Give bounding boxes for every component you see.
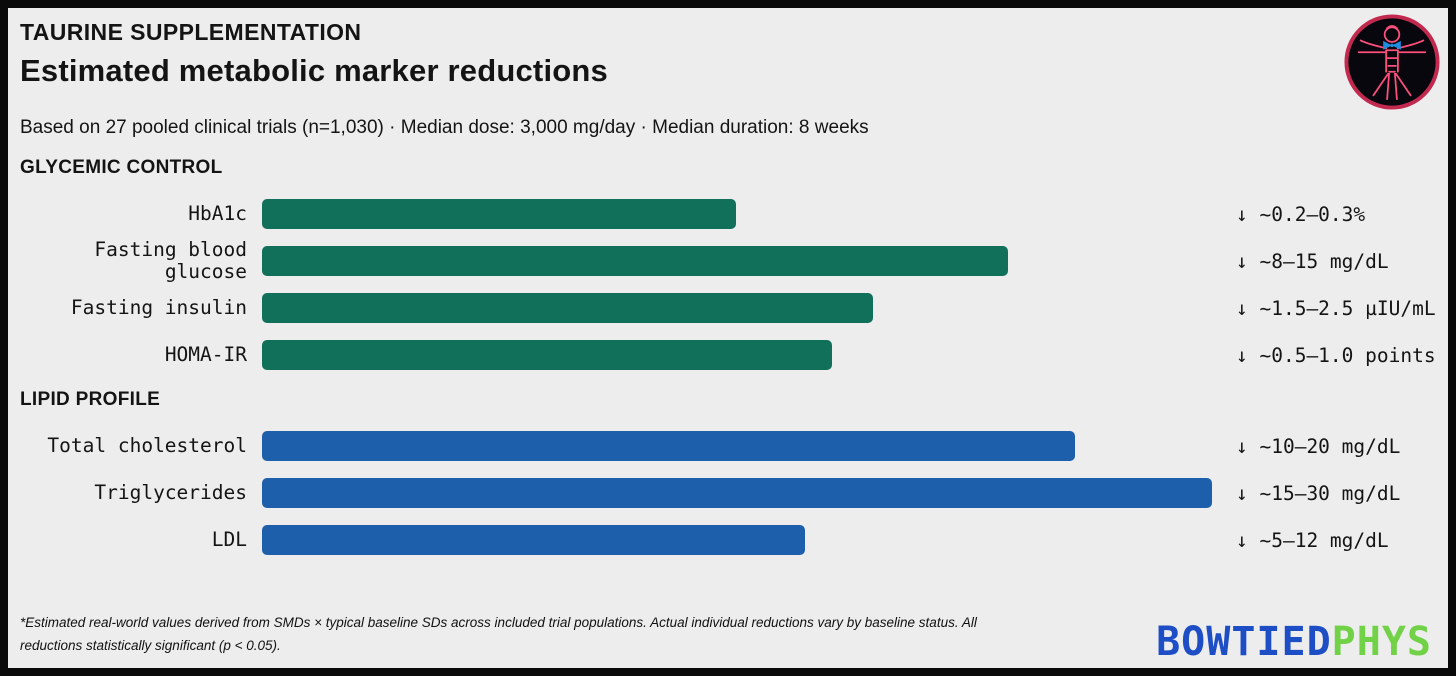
section-title: LIPID PROFILE [20, 389, 161, 410]
bar-track [262, 199, 1212, 229]
bar [262, 199, 736, 229]
bar-track [262, 246, 1212, 276]
row-value: ↓ ~0.2–0.3% [1236, 202, 1366, 226]
bar [262, 293, 873, 323]
row-value: ↓ ~0.5–1.0 points [1236, 343, 1436, 367]
row-label: LDL [211, 528, 247, 551]
section-title: GLYCEMIC CONTROL [20, 157, 223, 178]
chart-row: Total cholesterol ↓ ~10–20 mg/dL [8, 431, 1448, 461]
wordmark-secondary: PHYS [1331, 619, 1432, 665]
chart-row: LDL ↓ ~5–12 mg/dL [8, 525, 1448, 555]
bar-track [262, 340, 1212, 370]
bar-track [262, 431, 1212, 461]
wordmark-primary: BOWTIED [1156, 619, 1332, 665]
page-title: Estimated metabolic marker reductions [20, 53, 608, 88]
bar-track [262, 293, 1212, 323]
chart-row: Fasting insulin ↓ ~1.5–2.5 µIU/mL [8, 293, 1448, 323]
brand-wordmark: BOWTIEDPHYS [1156, 620, 1432, 664]
row-label: Fasting blood glucose [94, 238, 247, 283]
row-value: ↓ ~15–30 mg/dL [1236, 481, 1401, 505]
row-label: HOMA-IR [164, 343, 247, 366]
bar [262, 525, 805, 555]
row-label: Triglycerides [94, 481, 247, 504]
chart-row: HbA1c ↓ ~0.2–0.3% [8, 199, 1448, 229]
bar [262, 478, 1212, 508]
chart-row: HOMA-IR ↓ ~0.5–1.0 points [8, 340, 1448, 370]
chart-section: LIPID PROFILE Total cholesterol ↓ ~10–20 m… [8, 387, 1448, 555]
chart-section: GLYCEMIC CONTROL HbA1c ↓ ~0.2–0.3% Fasting … [8, 155, 1448, 370]
infographic-panel: TAURINE SUPPLEMENTATION Estimated metabo… [8, 8, 1448, 668]
row-label: HbA1c [188, 202, 247, 225]
row-value: ↓ ~5–12 mg/dL [1236, 528, 1389, 552]
row-value: ↓ ~1.5–2.5 µIU/mL [1236, 296, 1436, 320]
bar-track [262, 525, 1212, 555]
row-label: Total cholesterol [47, 434, 247, 457]
bar-track [262, 478, 1212, 508]
chart-row: Triglycerides ↓ ~15–30 mg/dL [8, 478, 1448, 508]
bar [262, 340, 832, 370]
vitruvian-man-bowtie-logo-icon [1343, 13, 1441, 111]
subtitle-methodology: Based on 27 pooled clinical trials (n=1,… [20, 117, 869, 138]
row-label: Fasting insulin [70, 296, 247, 319]
footnote: *Estimated real-world values derived fro… [20, 615, 977, 653]
chart-row: Fasting blood glucose ↓ ~8–15 mg/dL [8, 239, 1448, 283]
kicker-heading: TAURINE SUPPLEMENTATION [20, 19, 362, 45]
chart: GLYCEMIC CONTROL HbA1c ↓ ~0.2–0.3% Fasting … [8, 155, 1448, 572]
bar [262, 431, 1075, 461]
row-value: ↓ ~10–20 mg/dL [1236, 434, 1401, 458]
row-value: ↓ ~8–15 mg/dL [1236, 249, 1389, 273]
bar [262, 246, 1008, 276]
